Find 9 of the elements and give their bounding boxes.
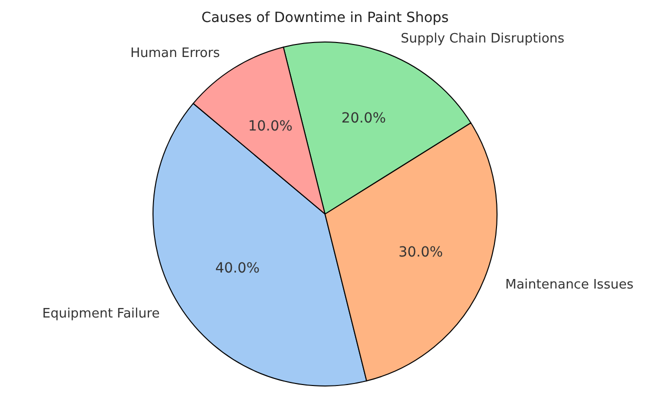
slice-label: Supply Chain Disruptions	[400, 31, 565, 46]
slice-label: Human Errors	[130, 46, 220, 62]
slice-label: Maintenance Issues	[505, 277, 634, 292]
data-label: 30.0%	[398, 244, 443, 261]
chart-title: Causes of Downtime in Paint Shops	[201, 10, 449, 26]
data-label: 40.0%	[215, 260, 260, 277]
data-label: 10.0%	[248, 118, 293, 134]
slice-label: Equipment Failure	[42, 306, 160, 322]
data-label: 20.0%	[341, 110, 386, 126]
